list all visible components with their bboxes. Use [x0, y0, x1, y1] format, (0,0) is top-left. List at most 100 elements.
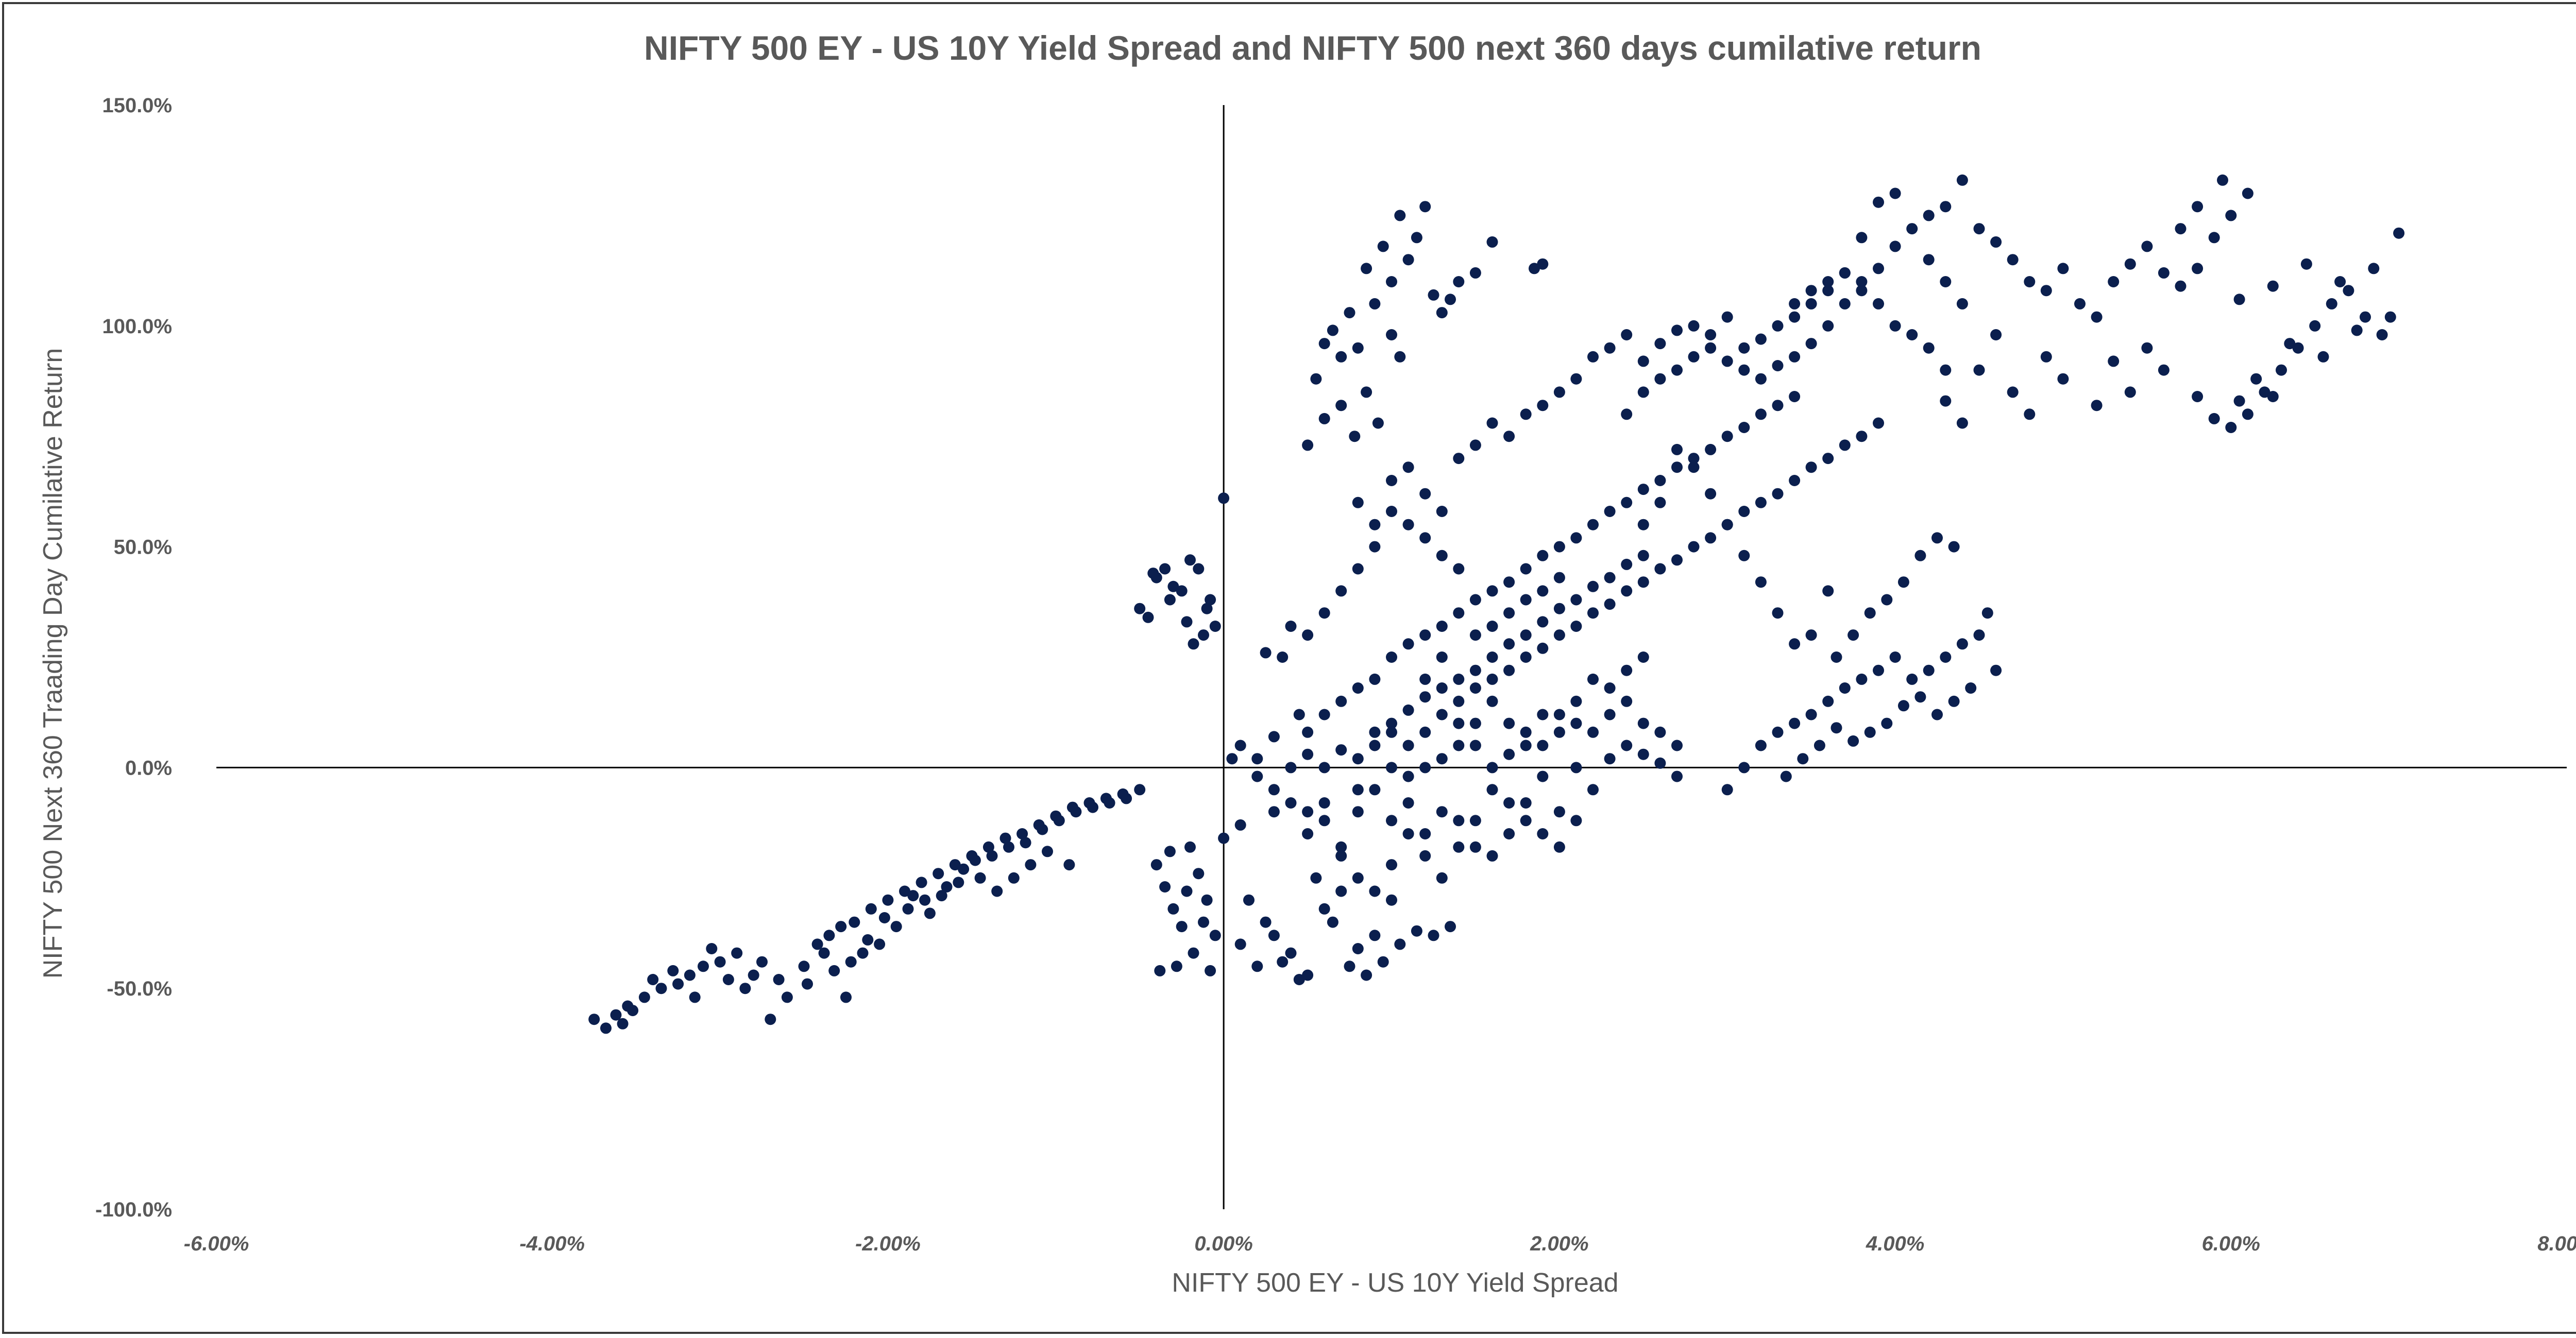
data-point [1369, 740, 1381, 751]
data-point [1193, 563, 1205, 575]
data-point [1637, 355, 1649, 367]
data-point [1335, 850, 1347, 862]
data-point [1553, 841, 1565, 853]
data-point [1621, 496, 1633, 508]
data-point [1873, 417, 1884, 429]
data-point [1738, 506, 1750, 517]
data-point [1469, 717, 1481, 729]
data-point [1419, 673, 1431, 685]
data-point [1671, 740, 1683, 751]
data-point [1755, 576, 1767, 588]
data-point [1654, 757, 1666, 769]
data-point [1369, 673, 1381, 685]
data-point [1428, 930, 1439, 941]
data-point [1906, 329, 1918, 340]
data-point [1738, 550, 1750, 561]
data-point [878, 912, 890, 923]
data-point [1327, 916, 1338, 928]
data-point [1797, 753, 1809, 765]
data-point [1486, 651, 1498, 663]
data-point [1553, 629, 1565, 641]
data-point [2124, 386, 2136, 398]
data-point [1889, 651, 1901, 663]
x-tick-label: 8.00% [2537, 1232, 2576, 1255]
data-point [1386, 726, 1397, 738]
data-point [1352, 753, 1364, 765]
data-point [1310, 872, 1322, 884]
data-point [2158, 267, 2170, 279]
data-point [1469, 629, 1481, 641]
data-point [2267, 280, 2279, 292]
data-point [1604, 572, 1616, 584]
data-point [1553, 709, 1565, 721]
data-point [1025, 859, 1037, 871]
data-point [1335, 351, 1347, 363]
data-point [2074, 298, 2086, 310]
data-point [1940, 201, 1952, 213]
data-point [1318, 338, 1330, 350]
data-point [1537, 709, 1549, 721]
data-point [1570, 373, 1582, 385]
data-point [1503, 664, 1515, 676]
data-point [1772, 360, 1784, 371]
data-point [1537, 642, 1549, 654]
data-point [2192, 201, 2204, 213]
data-point [1436, 753, 1448, 765]
data-point [1772, 400, 1784, 411]
data-point [672, 978, 684, 990]
data-point [1906, 673, 1918, 685]
data-point [1956, 174, 1968, 186]
data-point [1738, 422, 1750, 433]
data-point [1104, 797, 1115, 809]
data-point [1008, 872, 1020, 884]
x-tick-label: 0.00% [1194, 1232, 1252, 1255]
data-point [1251, 753, 1263, 765]
data-point [1436, 806, 1448, 818]
data-point [1621, 740, 1633, 751]
data-point [1621, 664, 1633, 676]
data-point [2242, 187, 2253, 199]
data-point [1587, 519, 1599, 530]
data-point [1352, 563, 1364, 575]
data-point [2192, 263, 2204, 275]
data-point [1537, 828, 1549, 839]
data-point [1352, 496, 1364, 508]
data-point [1973, 364, 1985, 376]
data-point [1386, 815, 1397, 827]
data-point [1226, 753, 1238, 765]
x-tick-label: 4.00% [1866, 1232, 1924, 1255]
data-point [1856, 431, 1868, 442]
data-point [1361, 969, 1372, 981]
data-point [2242, 408, 2253, 420]
data-point [1805, 285, 1817, 297]
data-point [1318, 762, 1330, 774]
data-point [1352, 342, 1364, 354]
data-point [1537, 550, 1549, 561]
data-point [1923, 210, 1935, 221]
data-point [1268, 784, 1280, 796]
data-point [1814, 740, 1825, 751]
data-point [1553, 603, 1565, 614]
data-point [638, 991, 650, 1003]
data-point [1016, 828, 1028, 839]
data-point [1637, 748, 1649, 760]
data-point [1419, 201, 1431, 213]
data-point [933, 868, 944, 880]
data-point [1302, 726, 1314, 738]
data-point [1805, 298, 1817, 310]
data-point [1369, 519, 1381, 530]
data-point [1621, 408, 1633, 420]
data-point [1285, 947, 1297, 959]
data-point [1436, 872, 1448, 884]
data-point [1318, 607, 1330, 619]
data-point [698, 960, 709, 972]
data-point [1302, 629, 1314, 641]
data-point [1205, 594, 1216, 606]
data-point [1411, 925, 1422, 937]
data-point [1705, 329, 1717, 340]
data-point [1167, 903, 1179, 915]
data-point [1537, 258, 1549, 270]
data-point [1973, 629, 1985, 641]
data-point [1889, 320, 1901, 332]
data-point [991, 885, 1003, 897]
